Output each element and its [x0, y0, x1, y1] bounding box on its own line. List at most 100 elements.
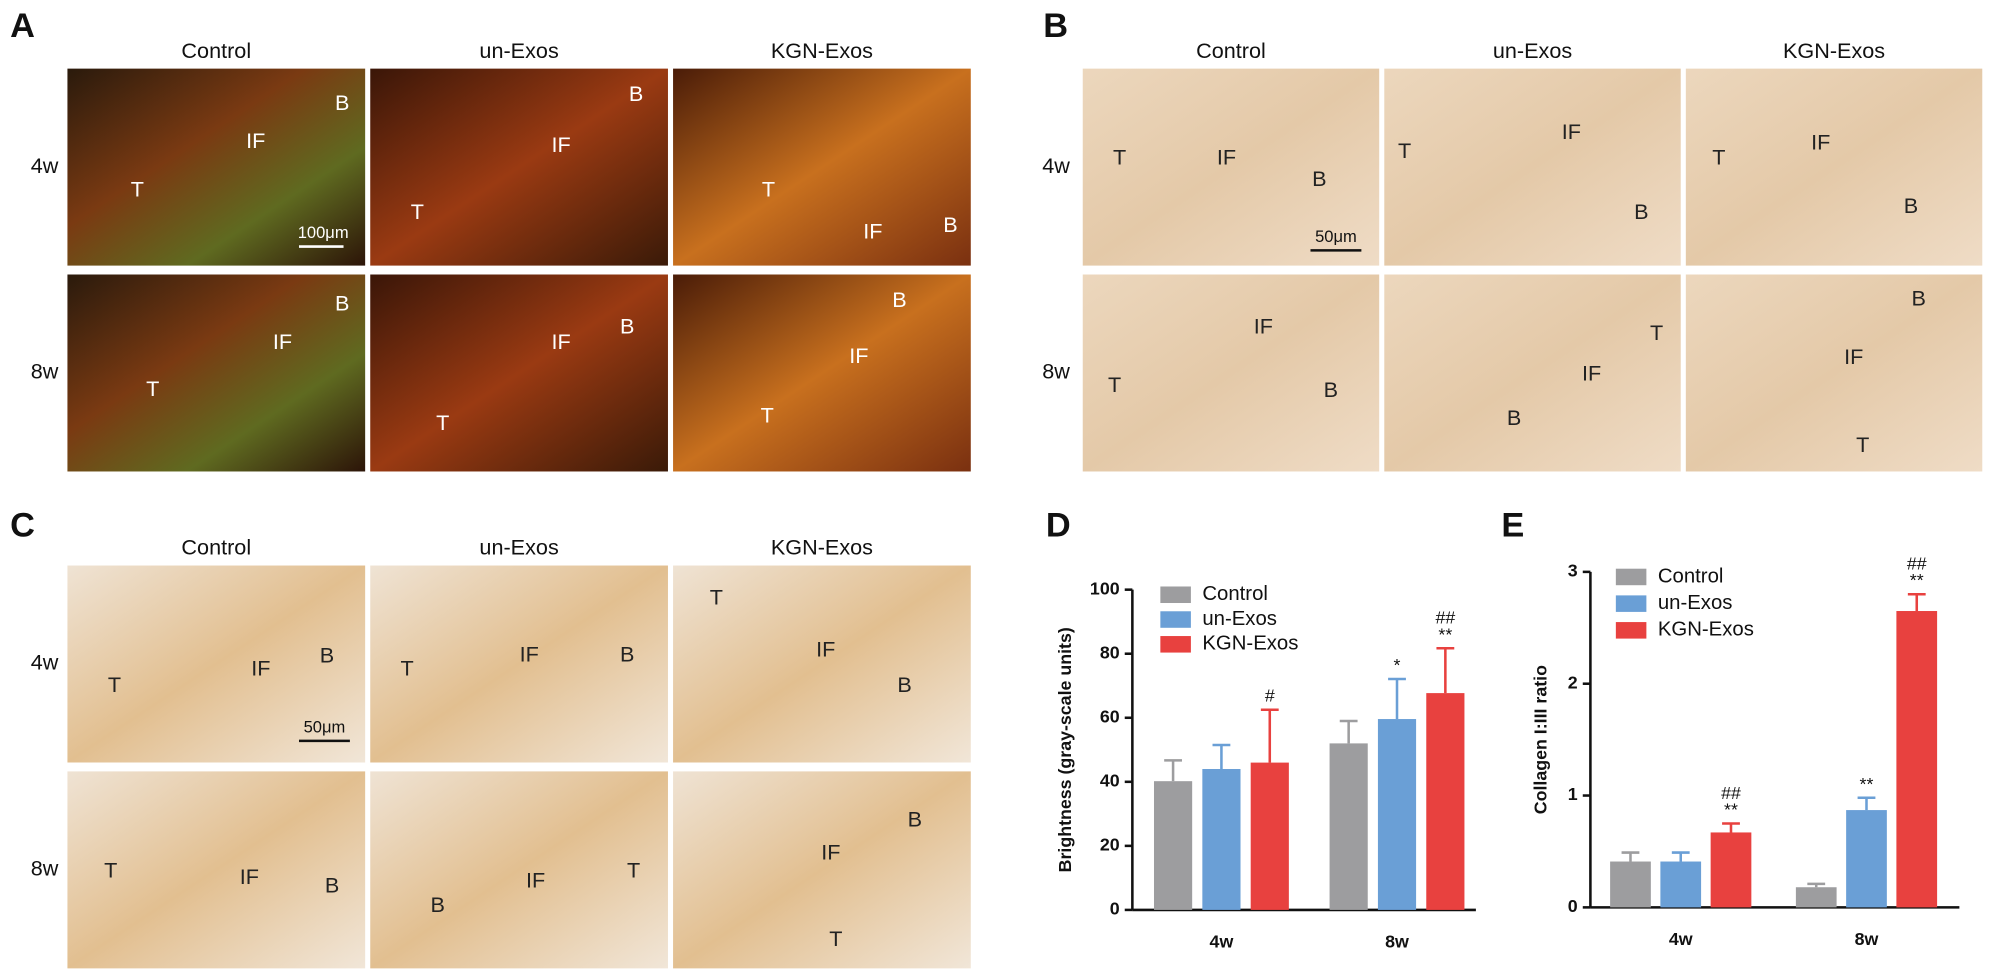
column-title: Control [1196, 38, 1266, 63]
tissue-label: T [627, 858, 640, 883]
legend-swatch [1615, 568, 1647, 586]
tissue-label: IF [1254, 314, 1273, 339]
legend-swatch [1615, 622, 1647, 639]
error-bar [1436, 647, 1455, 694]
error-bar [1212, 743, 1231, 770]
tissue-label: T [710, 584, 723, 609]
tissue-label: T [1856, 432, 1869, 457]
tissue-label: T [761, 403, 774, 428]
y-tick-label: 60 [1100, 706, 1120, 726]
micrograph [370, 274, 668, 472]
panel-letter: A [10, 7, 35, 45]
tissue-label: T [829, 926, 842, 951]
tissue-label: T [1650, 320, 1663, 345]
bar [1153, 781, 1193, 910]
significance-mark: * [1394, 655, 1401, 675]
tissue-label: B [325, 873, 339, 898]
micrograph [1384, 68, 1681, 266]
bar [1202, 769, 1241, 910]
panel-letter: B [1043, 7, 1068, 45]
y-tick-label: 2 [1568, 672, 1578, 692]
y-tick-label: 0 [1110, 899, 1120, 919]
tissue-label: IF [240, 864, 259, 889]
y-tick-label: 100 [1090, 578, 1120, 598]
tissue-label: IF [849, 343, 868, 368]
micrograph [67, 274, 366, 472]
row-label: 4w [31, 650, 59, 675]
tissue-label: T [104, 858, 117, 883]
scale-bar-label: 50μm [304, 718, 346, 737]
tissue-label: B [430, 892, 444, 917]
y-axis-label: Collagen I:III ratio [1531, 665, 1551, 814]
tissue-label: IF [273, 329, 292, 354]
tissue-label: T [1108, 372, 1121, 397]
column-title: un-Exos [479, 535, 559, 560]
tissue-label: B [1312, 166, 1326, 191]
column-title: un-Exos [1493, 38, 1573, 63]
tissue-label: B [1911, 286, 1925, 311]
micrograph [673, 565, 971, 763]
scale-bar-label: 50μm [1315, 227, 1357, 246]
tissue-label: T [1113, 145, 1126, 170]
column-title: KGN-Exos [771, 535, 873, 560]
column-title: un-Exos [479, 38, 559, 63]
tissue-label: T [146, 376, 159, 401]
row-label: 8w [31, 856, 59, 881]
error-bar [1164, 759, 1182, 782]
legend-swatch [1160, 611, 1191, 628]
micrograph [67, 68, 366, 266]
error-bar [1339, 719, 1358, 744]
error-bar [1907, 592, 1926, 612]
tissue-label: IF [1217, 145, 1236, 170]
tissue-label: IF [251, 655, 270, 680]
column-title: KGN-Exos [1783, 38, 1885, 63]
row-label: 8w [31, 359, 59, 384]
tissue-label: B [320, 643, 334, 668]
column-title: Control [181, 535, 251, 560]
error-bar [1388, 677, 1406, 720]
tissue-label: B [1324, 377, 1338, 402]
tissue-label: IF [520, 641, 539, 666]
tissue-label: T [411, 199, 424, 224]
micrograph [1082, 274, 1380, 472]
error-bar [1722, 822, 1740, 833]
panel-letter: D [1046, 506, 1071, 544]
tissue-label: T [762, 176, 775, 201]
scale-bar-label: 100μm [298, 223, 349, 242]
y-tick-label: 40 [1100, 771, 1120, 791]
tissue-label: IF [863, 218, 882, 243]
row-label: 8w [1042, 359, 1070, 384]
legend-label: un-Exos [1658, 592, 1733, 614]
error-bar [1260, 708, 1279, 763]
error-bar [1621, 851, 1640, 862]
tissue-label: IF [1844, 344, 1863, 369]
legend-swatch [1160, 586, 1191, 604]
significance-mark: ** [1860, 774, 1874, 794]
error-bar [1807, 882, 1826, 888]
column-title: Control [181, 38, 251, 63]
tissue-label: T [108, 672, 121, 697]
y-tick-label: 0 [1568, 896, 1578, 916]
tissue-label: B [943, 212, 957, 237]
bar [1846, 810, 1887, 908]
tissue-label: T [401, 655, 414, 680]
y-tick-label: 20 [1100, 835, 1120, 855]
bar [1377, 719, 1417, 910]
tissue-label: B [335, 291, 349, 316]
micrograph [673, 274, 971, 472]
tissue-label: B [629, 81, 643, 106]
error-bar [1857, 796, 1876, 811]
tissue-label: T [131, 176, 144, 201]
tissue-label: B [1634, 199, 1648, 224]
x-tick-label: 8w [1855, 929, 1879, 949]
micrograph [370, 68, 668, 266]
micrograph [673, 68, 971, 266]
significance-mark: ** [1724, 800, 1738, 820]
tissue-label: IF [1582, 361, 1601, 386]
tissue-label: B [620, 641, 634, 666]
significance-mark: ** [1910, 570, 1924, 590]
error-bar [1671, 851, 1690, 862]
panel-letter: E [1501, 506, 1524, 544]
tissue-label: B [897, 672, 911, 697]
